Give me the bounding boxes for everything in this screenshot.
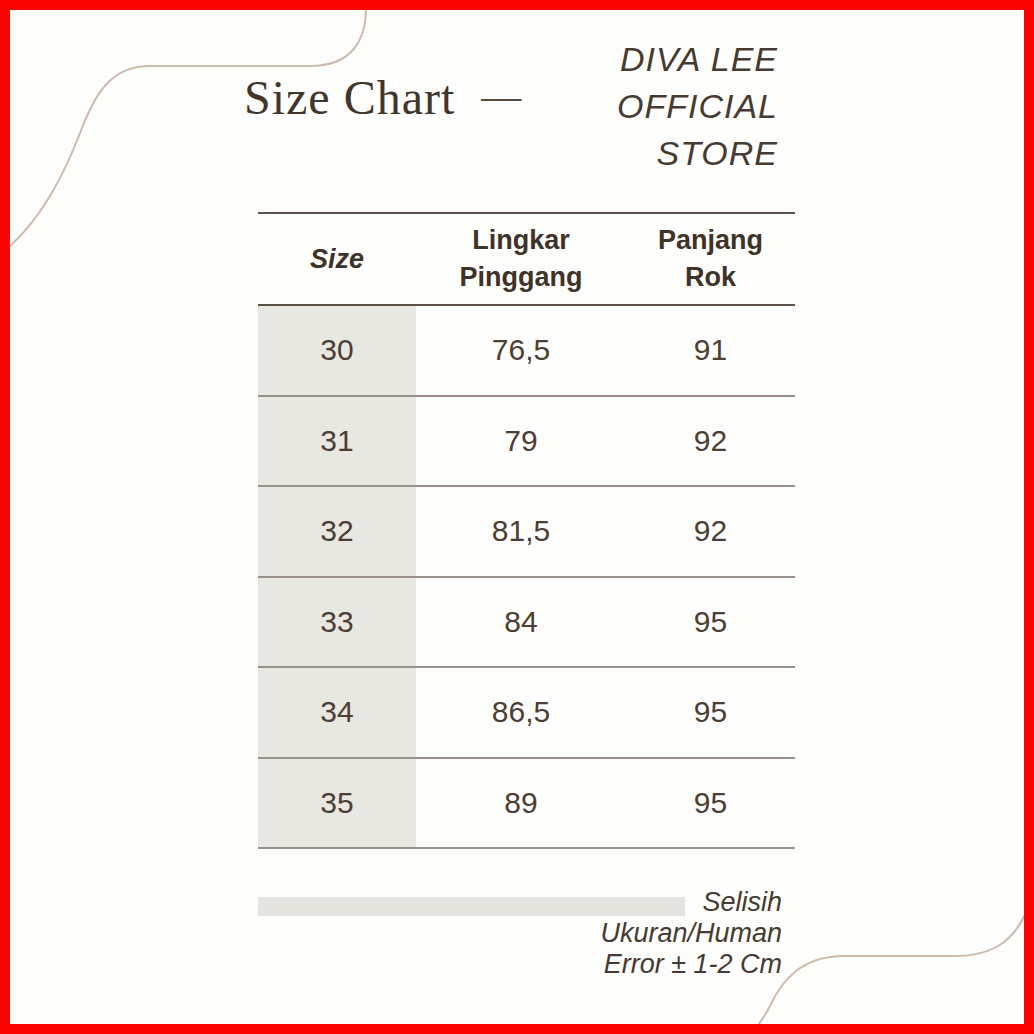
table-header-row: Size Lingkar Pinggang Panjang Rok	[258, 212, 795, 306]
header-size: Size	[258, 244, 416, 275]
size-chart-card: Size Chart — DIVA LEE OFFICIAL STORE Siz…	[0, 0, 1034, 1034]
header: Size Chart —	[244, 72, 521, 124]
waist-cell: 86,5	[416, 695, 626, 729]
size-cell: 30	[258, 306, 416, 395]
table-body: 30 76,5 91 31 79 92 32 81,5 92 33 84 95 …	[258, 306, 795, 849]
store-name-line: OFFICIAL	[617, 83, 778, 130]
size-cell: 34	[258, 668, 416, 757]
tolerance-note-line: Selisih	[552, 887, 782, 918]
tolerance-note: Selisih Ukuran/Human Error ± 1-2 Cm	[552, 887, 782, 980]
length-cell: 95	[626, 695, 795, 729]
length-cell: 95	[626, 605, 795, 639]
header-line: Pinggang	[416, 259, 626, 296]
header-line: Panjang	[626, 222, 795, 259]
length-cell: 95	[626, 786, 795, 820]
waist-cell: 79	[416, 424, 626, 458]
table-row: 31 79 92	[258, 397, 795, 488]
size-cell: 31	[258, 397, 416, 486]
size-cell: 33	[258, 578, 416, 667]
store-name-line: STORE	[617, 130, 778, 177]
header-panjang-rok: Panjang Rok	[626, 222, 795, 296]
header-line: Lingkar	[416, 222, 626, 259]
table-row: 34 86,5 95	[258, 668, 795, 759]
table-row: 33 84 95	[258, 578, 795, 669]
size-table: Size Lingkar Pinggang Panjang Rok 30 76,…	[258, 212, 795, 849]
store-name: DIVA LEE OFFICIAL STORE	[617, 36, 778, 177]
bottom-right-curve-line	[758, 912, 1026, 1026]
store-name-line: DIVA LEE	[617, 36, 778, 83]
header-line: Rok	[626, 259, 795, 296]
waist-cell: 81,5	[416, 514, 626, 548]
table-row: 32 81,5 92	[258, 487, 795, 578]
table-row: 35 89 95	[258, 759, 795, 850]
size-cell: 32	[258, 487, 416, 576]
waist-cell: 89	[416, 786, 626, 820]
waist-cell: 84	[416, 605, 626, 639]
title-dash: —	[481, 72, 521, 119]
tolerance-note-line: Ukuran/Human	[552, 918, 782, 949]
tolerance-note-line: Error ± 1-2 Cm	[552, 949, 782, 980]
table-row: 30 76,5 91	[258, 306, 795, 397]
header-lingkar-pinggang: Lingkar Pinggang	[416, 222, 626, 296]
length-cell: 92	[626, 424, 795, 458]
length-cell: 91	[626, 333, 795, 367]
page-title: Size Chart	[244, 72, 455, 124]
size-cell: 35	[258, 759, 416, 848]
waist-cell: 76,5	[416, 333, 626, 367]
length-cell: 92	[626, 514, 795, 548]
